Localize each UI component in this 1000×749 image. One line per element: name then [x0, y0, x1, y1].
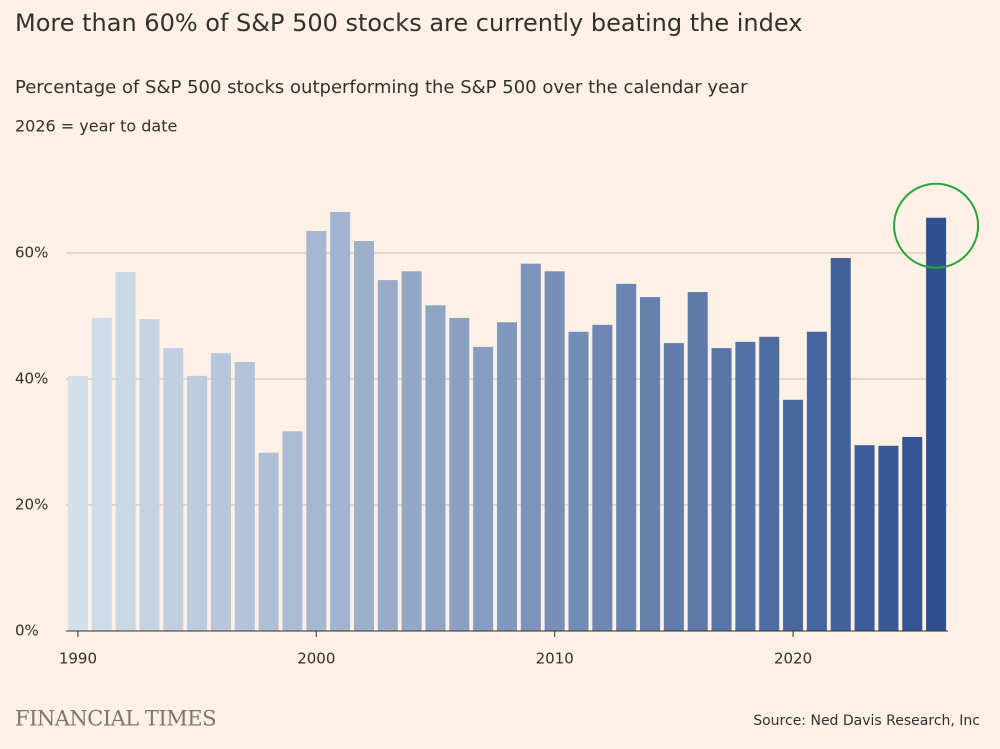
bar [330, 212, 351, 632]
bar [425, 305, 446, 631]
bar [473, 346, 494, 631]
bar [91, 317, 112, 631]
bar [592, 324, 613, 631]
bar [353, 241, 374, 631]
bar [210, 353, 231, 631]
y-tick-label: 20% [15, 496, 48, 514]
bar [377, 280, 398, 631]
bar [496, 322, 518, 631]
bar [282, 431, 303, 631]
bar [67, 375, 88, 631]
bar [234, 361, 255, 631]
bar [139, 319, 160, 631]
bar [520, 263, 541, 631]
publisher-logo: FINANCIAL TIMES [15, 707, 216, 731]
highlight-circle [893, 182, 980, 269]
bar [449, 317, 470, 631]
y-tick-label: 60% [15, 244, 48, 262]
bar [306, 230, 327, 631]
bar [854, 445, 875, 631]
bar [115, 271, 136, 631]
chart-note: 2026 = year to date [15, 117, 177, 136]
bar [640, 297, 661, 631]
y-tick-label: 0% [15, 622, 39, 640]
bar [878, 445, 899, 631]
bar [401, 271, 422, 631]
bar [544, 271, 565, 631]
bar [687, 292, 708, 631]
x-tick-label: 2020 [774, 650, 812, 668]
bar [568, 331, 589, 631]
y-tick-label: 40% [15, 370, 48, 388]
x-tick-label: 2000 [297, 650, 335, 668]
bar [163, 348, 184, 631]
bar [759, 336, 780, 631]
x-tick-label: 1990 [59, 650, 97, 668]
bar [663, 343, 684, 631]
bar [902, 436, 923, 631]
bar [735, 341, 756, 631]
bar [806, 331, 827, 631]
bar [711, 348, 732, 631]
bar [783, 399, 804, 631]
bar [258, 452, 279, 631]
chart-title: More than 60% of S&P 500 stocks are curr… [15, 9, 802, 37]
bar [187, 375, 208, 631]
x-tick-label: 2010 [536, 650, 574, 668]
source: Source: Ned Davis Research, Inc [753, 713, 980, 729]
bar [616, 283, 637, 631]
chart-subtitle: Percentage of S&P 500 stocks outperformi… [15, 77, 748, 98]
bar [926, 217, 947, 631]
bar [830, 258, 851, 631]
